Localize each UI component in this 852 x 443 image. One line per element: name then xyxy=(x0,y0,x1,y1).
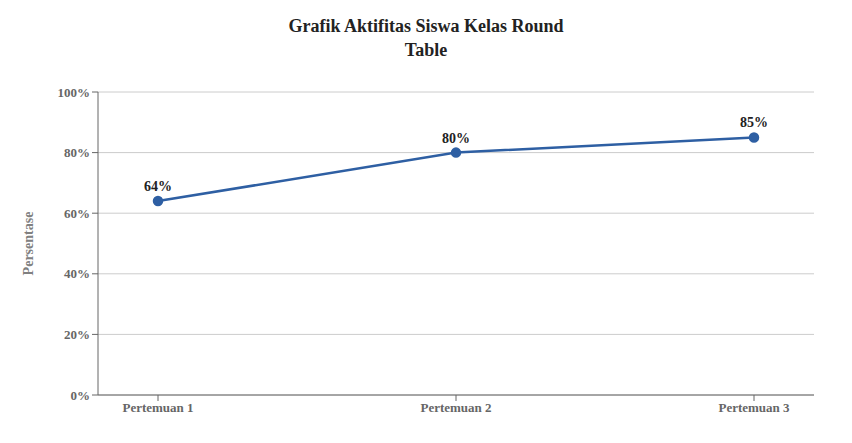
svg-text:40%: 40% xyxy=(64,266,90,281)
svg-text:64%: 64% xyxy=(144,179,172,194)
svg-text:Persentase: Persentase xyxy=(21,212,36,276)
svg-text:85%: 85% xyxy=(740,115,768,130)
svg-text:Pertemuan 3: Pertemuan 3 xyxy=(718,400,790,415)
svg-text:Pertemuan 1: Pertemuan 1 xyxy=(122,400,193,415)
html-text:Table: Table xyxy=(404,40,448,60)
svg-text:100%: 100% xyxy=(58,85,91,100)
svg-text:20%: 20% xyxy=(64,327,90,342)
svg-text:0%: 0% xyxy=(71,388,91,403)
svg-text:60%: 60% xyxy=(64,206,90,221)
svg-text:80%: 80% xyxy=(64,145,90,160)
svg-text:80%: 80% xyxy=(442,131,470,146)
html-text:Grafik Aktifitas Siswa Kelas R: Grafik Aktifitas Siswa Kelas Round xyxy=(288,16,564,36)
svg-text:Pertemuan 2: Pertemuan 2 xyxy=(420,400,491,415)
